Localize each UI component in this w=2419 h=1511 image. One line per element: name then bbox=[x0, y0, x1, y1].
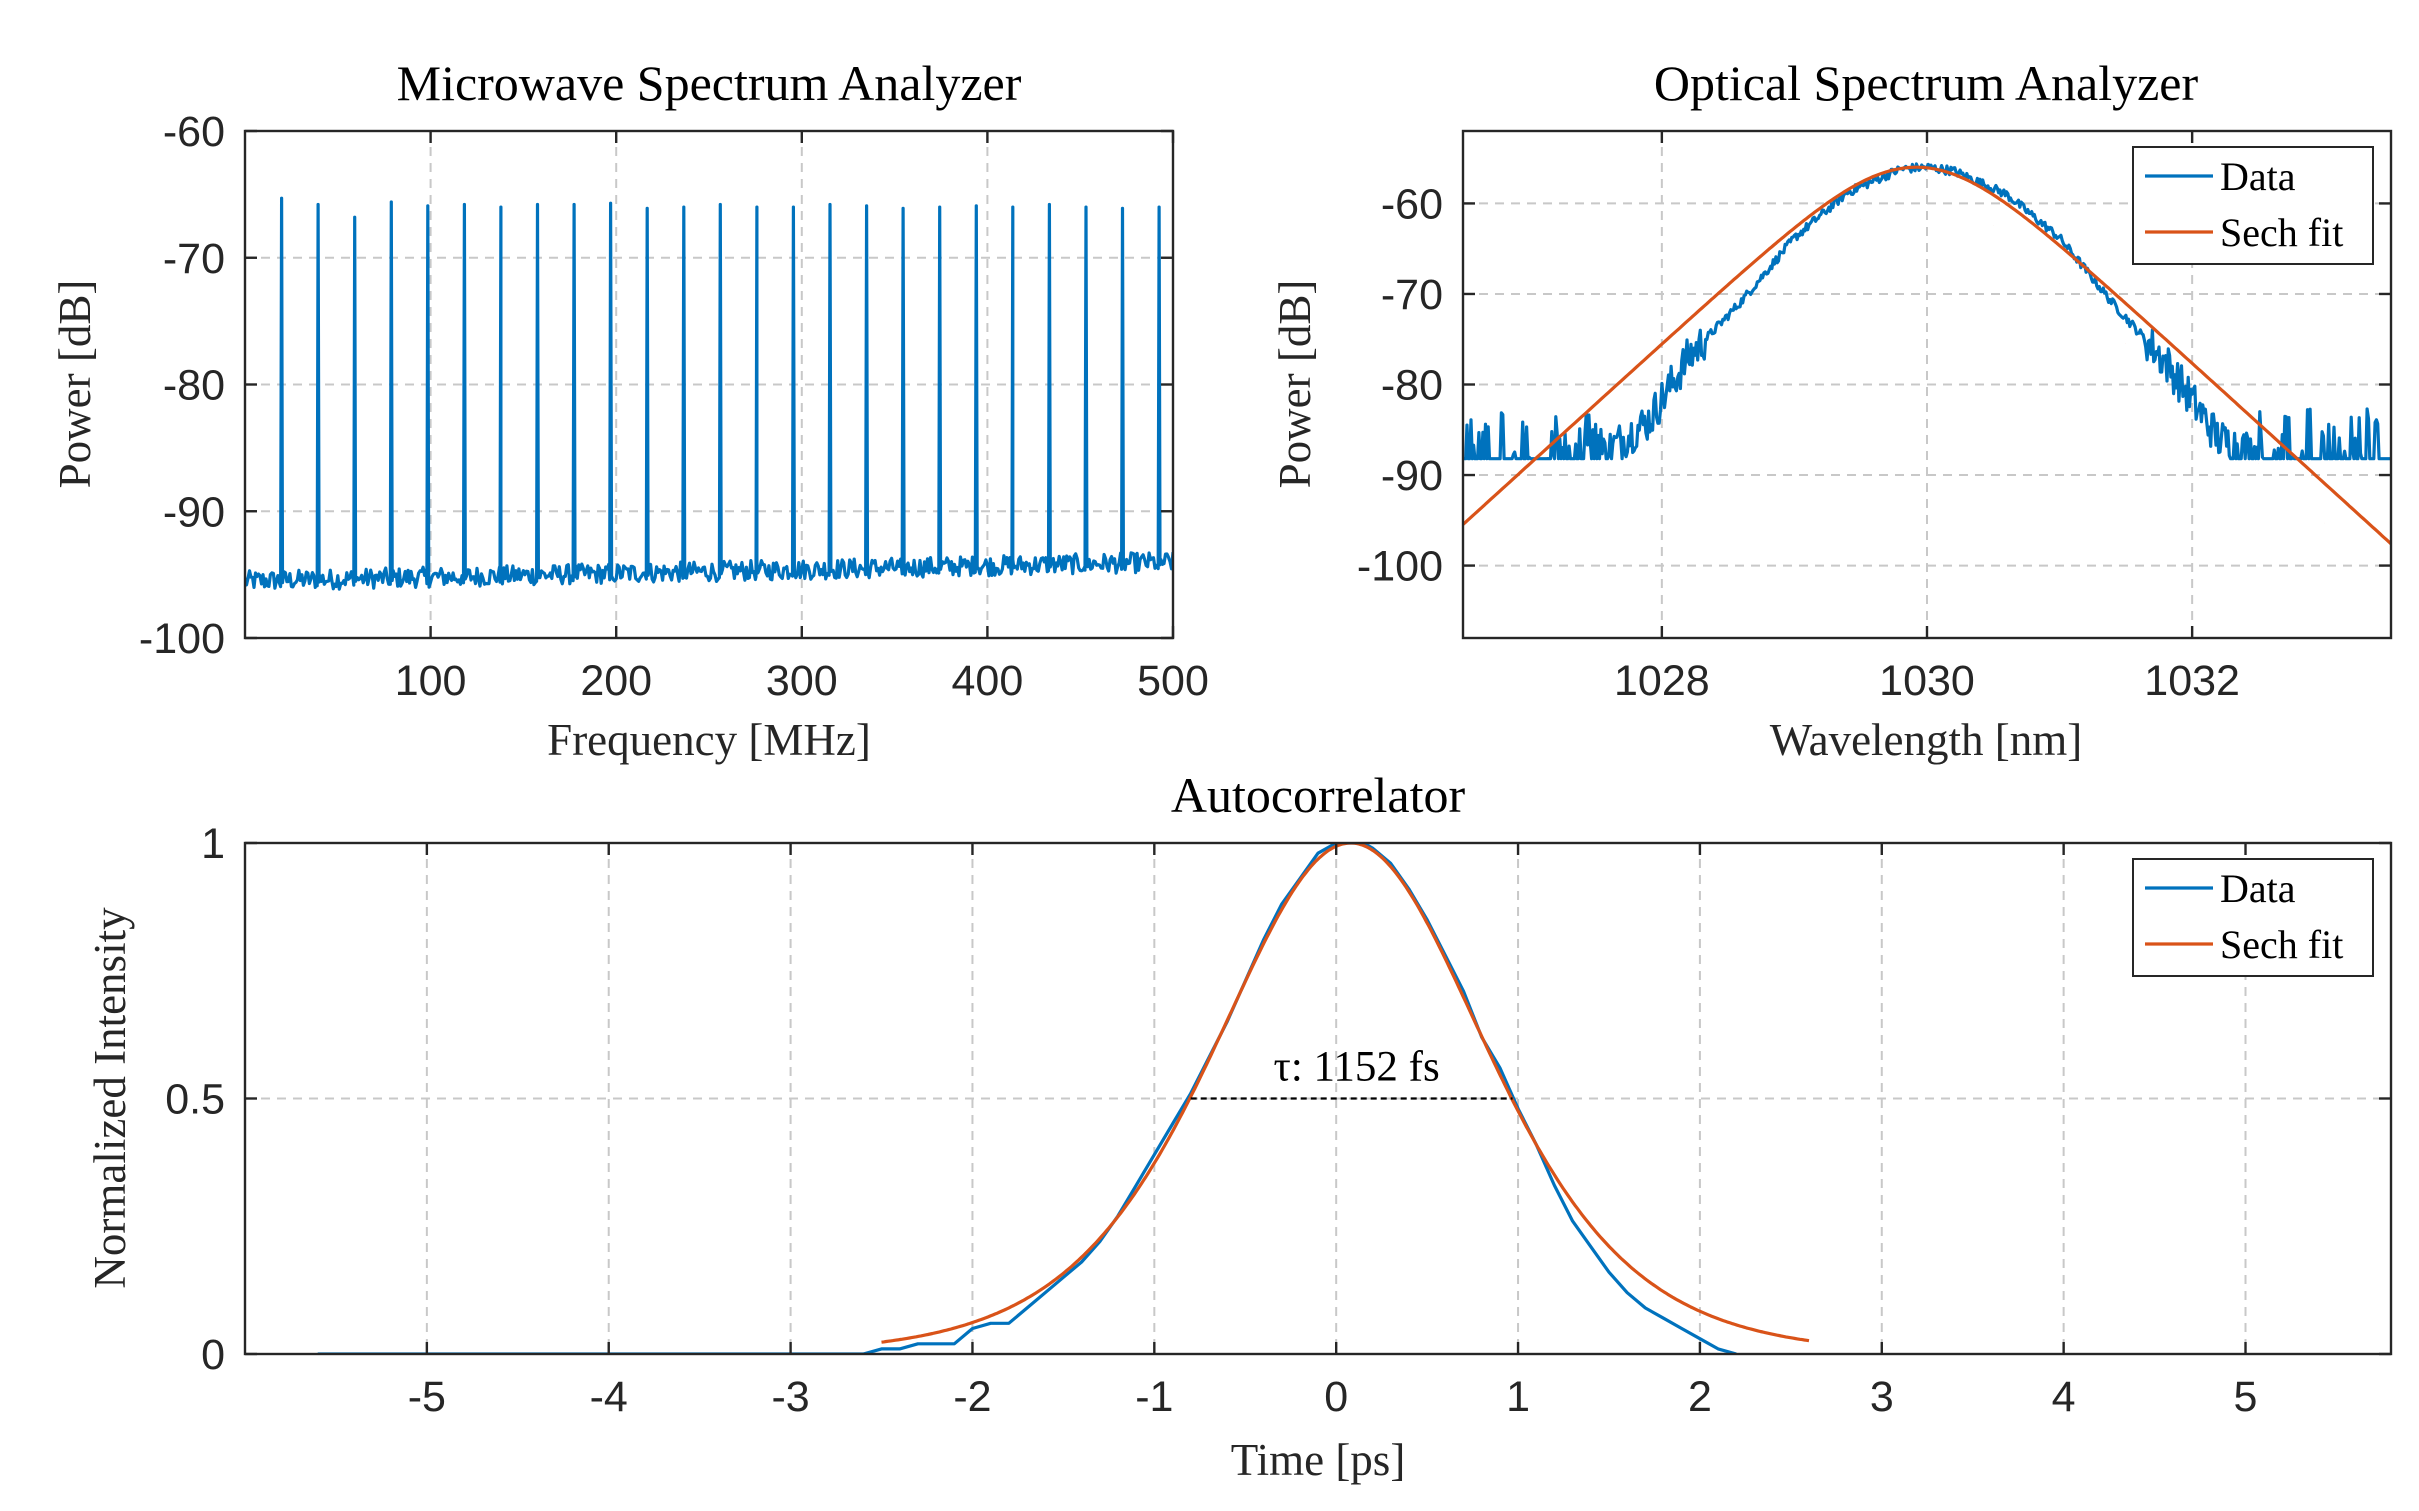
autocorrelator-ytick-label-2: 1 bbox=[201, 820, 225, 868]
autocorrelator-ytick-label-0: 0 bbox=[201, 1331, 225, 1379]
optical-ticks: 1028 1030 1032 -60 -70 -80 -90 -100 bbox=[1357, 131, 2391, 705]
microwave-ylabel: Power [dB] bbox=[50, 280, 100, 489]
optical-ylabel: Power [dB] bbox=[1270, 280, 1320, 489]
microwave-xtick-label-3: 400 bbox=[952, 657, 1024, 705]
optical-ytick-label-4: -100 bbox=[1357, 543, 1443, 591]
optical-xtick-label-0: 1028 bbox=[1614, 657, 1710, 705]
autocorrelator-legend-fit-label: Sech fit bbox=[2220, 922, 2343, 967]
microwave-title: Microwave Spectrum Analyzer bbox=[397, 55, 1022, 111]
optical-ytick-label-3: -90 bbox=[1381, 452, 1443, 500]
fwhm-annotation: τ: 1152 fs bbox=[1274, 1044, 1440, 1091]
autocorrelator-legend-box bbox=[2132, 858, 2374, 977]
autocorrelator-panel: -5 -4 -3 -2 -1 0 1 2 3 4 5 0 0.5 1 Autocorrelator Tim… bbox=[85, 767, 2393, 1485]
optical-fit-line bbox=[1463, 165, 2391, 545]
optical-legend-data-label: Data bbox=[2220, 154, 2296, 199]
microwave-series bbox=[245, 196, 1173, 591]
optical-legend-box bbox=[2132, 146, 2374, 265]
microwave-xtick-label-1: 200 bbox=[580, 657, 652, 705]
autocorrelator-xtick-label-5: 0 bbox=[1324, 1373, 1348, 1421]
microwave-ytick-label-1: -70 bbox=[163, 235, 225, 283]
microwave-xtick-label-0: 100 bbox=[395, 657, 467, 705]
autocorrelator-xtick-label-6: 1 bbox=[1506, 1373, 1530, 1421]
optical-title: Optical Spectrum Analyzer bbox=[1654, 55, 2199, 111]
optical-spectrum-panel: 1028 1030 1032 -60 -70 -80 -90 -100 Optical Spe… bbox=[1270, 55, 2393, 765]
microwave-ytick-label-2: -80 bbox=[163, 362, 225, 410]
autocorrelator-xtick-label-3: -2 bbox=[953, 1373, 991, 1421]
autocorrelator-xtick-label-1: -4 bbox=[590, 1373, 628, 1421]
autocorrelator-ticks: -5 -4 -3 -2 -1 0 1 2 3 4 5 0 0.5 1 bbox=[165, 820, 2391, 1421]
microwave-spectrum-panel: 100 200 300 400 500 -60 -70 -80 -90 -100 Microwav… bbox=[50, 55, 1209, 765]
microwave-xtick-label-2: 300 bbox=[766, 657, 838, 705]
microwave-data-line bbox=[245, 196, 1173, 591]
autocorrelator-ytick-label-1: 0.5 bbox=[165, 1076, 225, 1124]
autocorrelator-xtick-label-8: 3 bbox=[1870, 1373, 1894, 1421]
optical-xtick-label-1: 1030 bbox=[1879, 657, 1975, 705]
microwave-ticks: 100 200 300 400 500 -60 -70 -80 -90 -100 bbox=[139, 108, 1209, 705]
optical-legend-fit-label: Sech fit bbox=[2220, 210, 2343, 255]
autocorrelator-fit-line bbox=[881, 843, 1810, 1344]
autocorrelator-data-line bbox=[317, 843, 1737, 1354]
optical-series bbox=[1462, 162, 2392, 583]
autocorrelator-title: Autocorrelator bbox=[1171, 767, 1466, 823]
autocorrelator-xtick-label-4: -1 bbox=[1135, 1373, 1173, 1421]
autocorrelator-xlabel: Time [ps] bbox=[1231, 1435, 1406, 1485]
microwave-ytick-label-4: -100 bbox=[139, 615, 225, 663]
autocorrelator-xtick-label-0: -5 bbox=[408, 1373, 446, 1421]
autocorrelator-xtick-label-2: -3 bbox=[771, 1373, 809, 1421]
optical-xtick-label-2: 1032 bbox=[2144, 657, 2240, 705]
optical-legend: Data Sech fit bbox=[2132, 146, 2374, 265]
microwave-ytick-label-0: -60 bbox=[163, 108, 225, 156]
autocorrelator-xtick-label-7: 2 bbox=[1688, 1373, 1712, 1421]
optical-xlabel: Wavelength [nm] bbox=[1770, 715, 2083, 765]
optical-ytick-label-2: -80 bbox=[1381, 362, 1443, 410]
optical-ytick-label-1: -70 bbox=[1381, 271, 1443, 319]
microwave-ytick-label-3: -90 bbox=[163, 488, 225, 536]
autocorrelator-xtick-label-10: 5 bbox=[2234, 1373, 2258, 1421]
autocorrelator-grid bbox=[245, 842, 2391, 1355]
autocorrelator-ylabel: Normalized Intensity bbox=[85, 907, 135, 1289]
autocorrelator-xtick-label-9: 4 bbox=[2052, 1373, 2076, 1421]
autocorrelator-legend-data-label: Data bbox=[2220, 866, 2296, 911]
optical-ytick-label-0: -60 bbox=[1381, 180, 1443, 228]
microwave-xtick-label-4: 500 bbox=[1137, 657, 1209, 705]
microwave-xlabel: Frequency [MHz] bbox=[547, 715, 871, 765]
autocorrelator-legend: Data Sech fit bbox=[2132, 858, 2374, 977]
